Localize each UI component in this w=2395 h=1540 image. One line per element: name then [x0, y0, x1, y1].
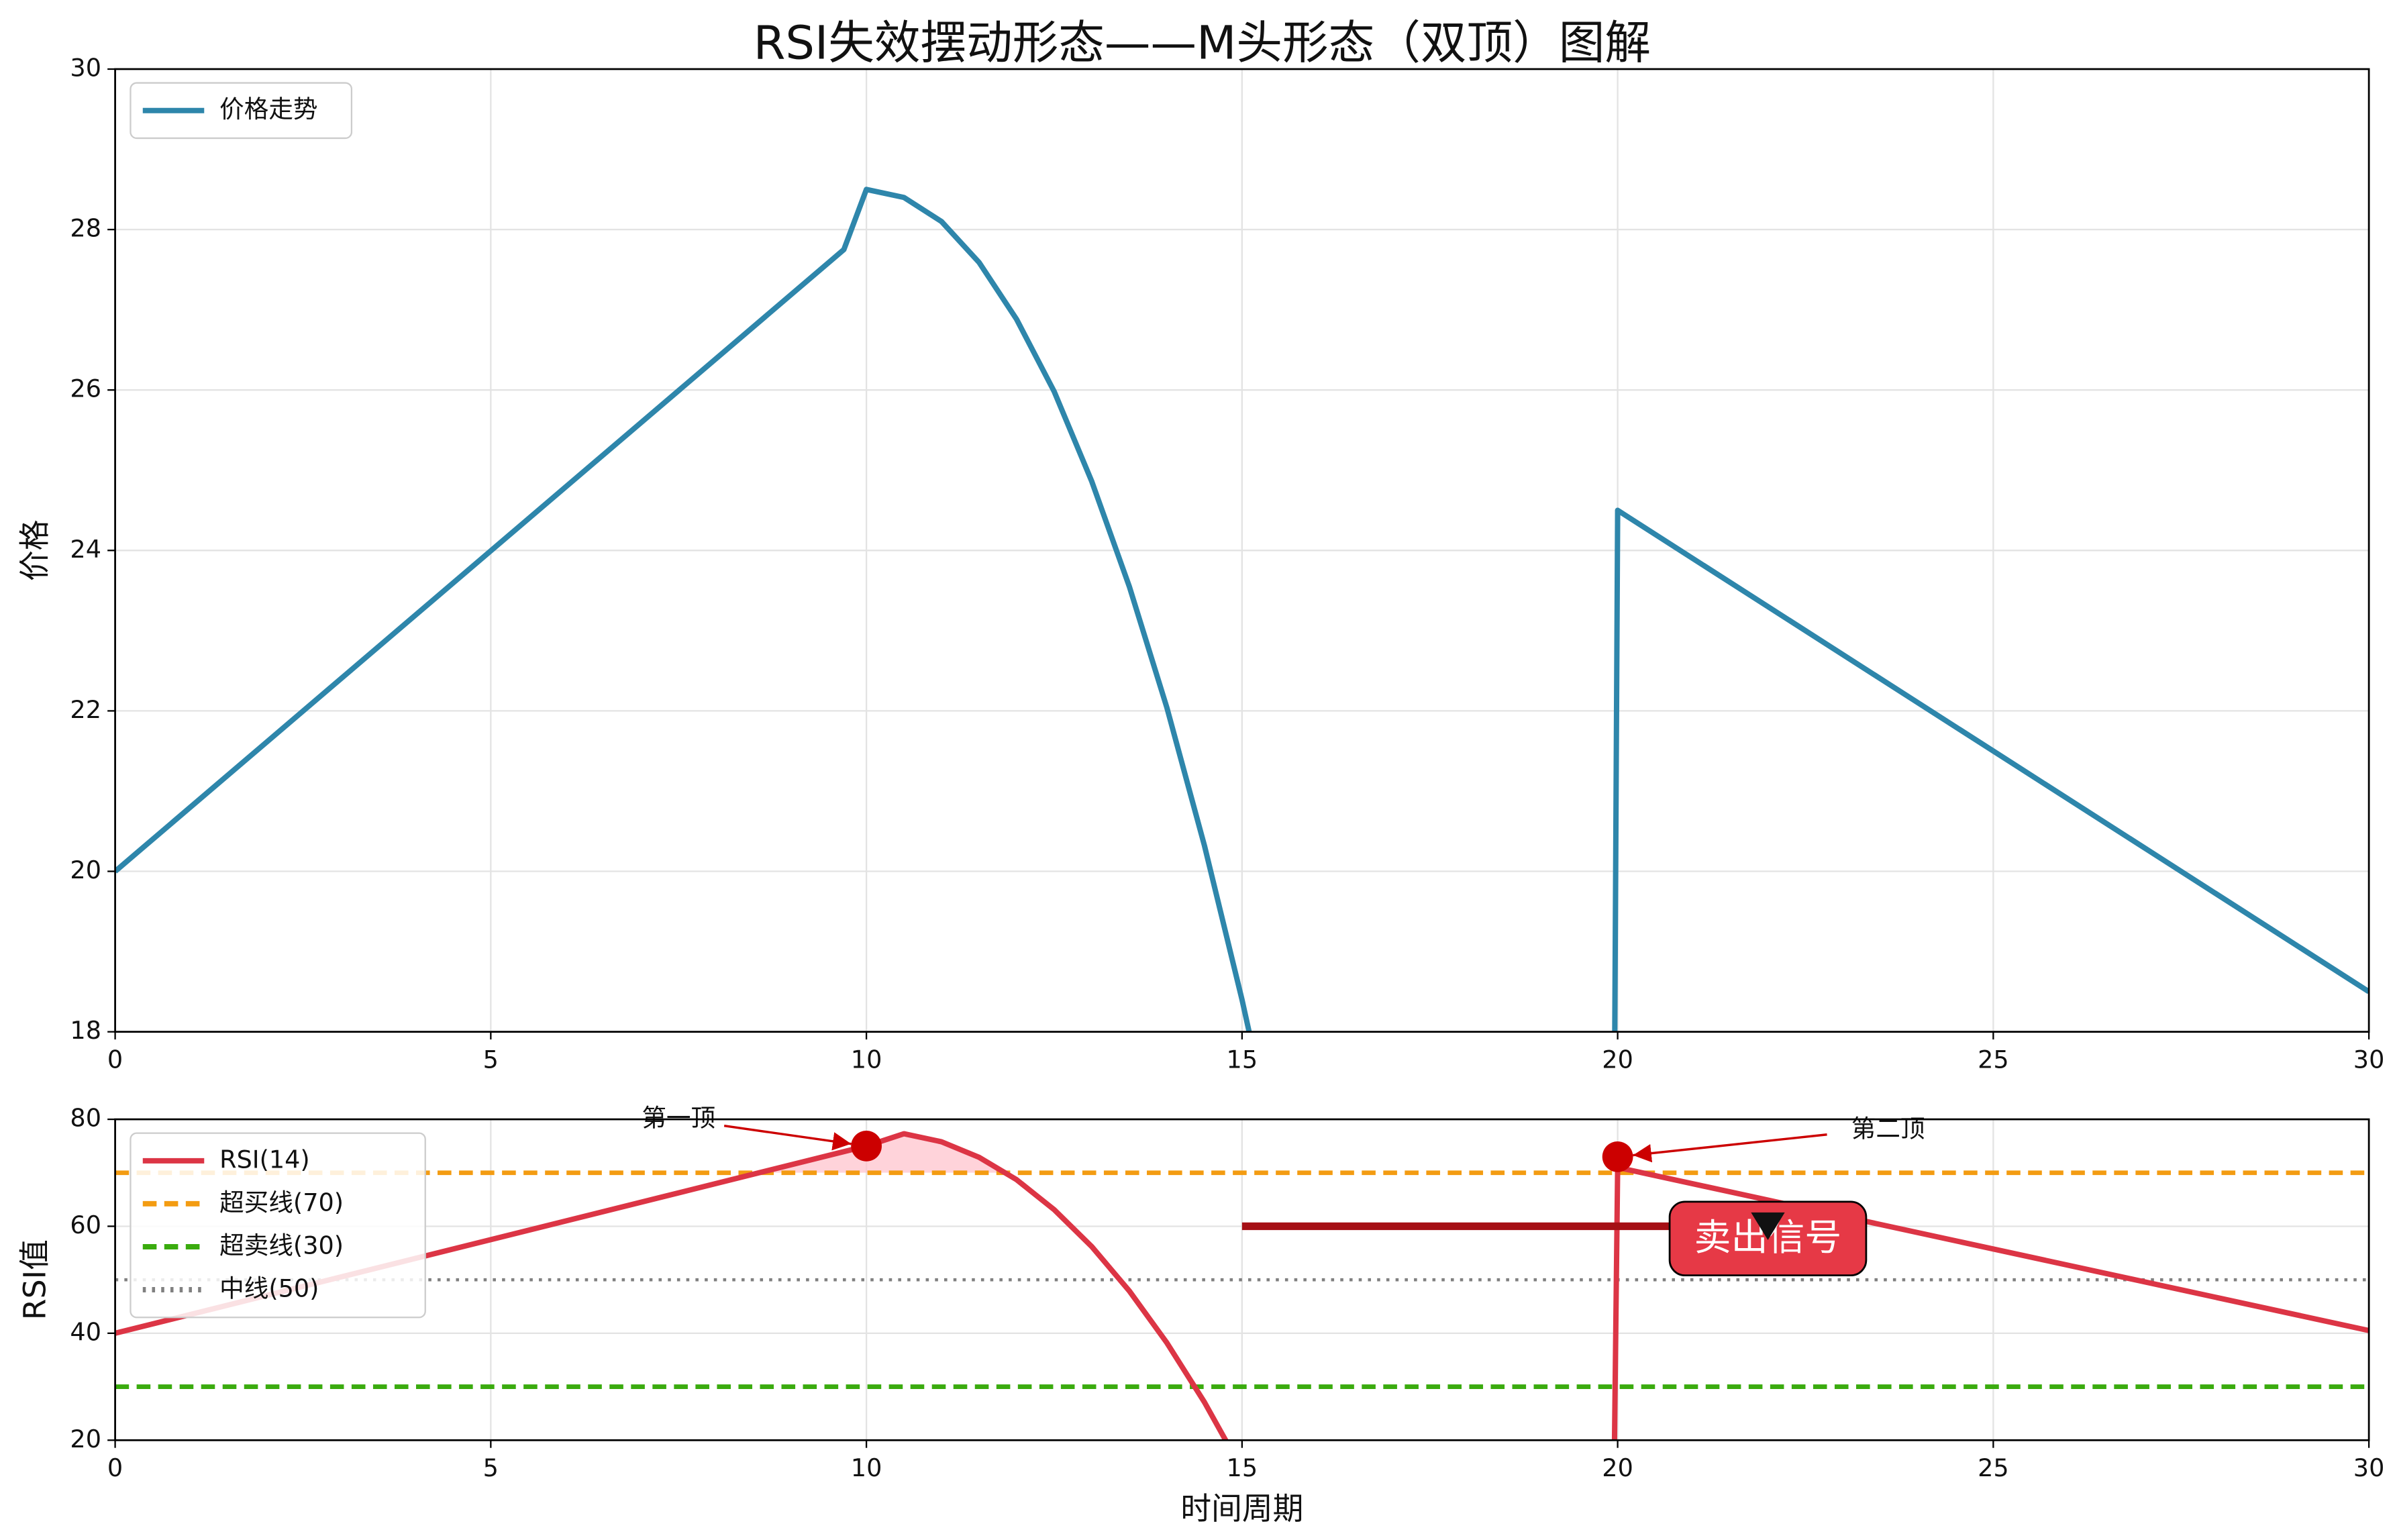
y-tick-label: 20 — [70, 1425, 101, 1453]
x-tick-label: 10 — [851, 1453, 882, 1482]
annotation-label: 第一顶 — [642, 1104, 715, 1133]
x-axis-label: 时间周期 — [1180, 1491, 1303, 1527]
y-axis-label: RSI值 — [17, 1239, 52, 1320]
y-axis-label: 价格 — [17, 520, 52, 582]
plot-area — [115, 1131, 2369, 1441]
peak-point — [851, 1131, 882, 1162]
x-tick-label: 30 — [2353, 1045, 2385, 1074]
legend-label: RSI(14) — [219, 1145, 310, 1174]
plot-area — [115, 187, 2369, 1032]
x-tick-label: 0 — [107, 1453, 123, 1482]
x-tick-label: 15 — [1227, 1453, 1258, 1482]
chart-title: RSI失效摆动形态——M头形态（双顶）图解 — [754, 17, 1651, 70]
peak-point — [1602, 1141, 1633, 1172]
x-tick-label: 5 — [483, 1453, 499, 1482]
signal-marker — [1751, 1212, 1785, 1241]
x-tick-label: 5 — [483, 1045, 499, 1074]
annotation-arrow — [1633, 1133, 1827, 1163]
series-line — [115, 187, 2369, 1032]
y-tick-label: 24 — [70, 535, 101, 564]
x-tick-label: 20 — [1602, 1045, 1633, 1074]
annotation-arrow — [723, 1125, 852, 1151]
y-tick-label: 22 — [70, 695, 101, 724]
y-tick-label: 80 — [70, 1104, 101, 1133]
y-tick-label: 26 — [70, 374, 101, 403]
series-line — [115, 1131, 2369, 1441]
plot-area — [115, 1133, 2369, 1390]
x-tick-label: 20 — [1602, 1453, 1633, 1482]
legend-label: 中线(50) — [219, 1274, 319, 1303]
x-tick-label: 15 — [1227, 1045, 1258, 1074]
x-tick-label: 0 — [107, 1045, 123, 1074]
legend-box — [130, 82, 353, 140]
x-tick-label: 30 — [2353, 1453, 2385, 1482]
axes-frame — [114, 68, 2370, 1033]
x-tick-label: 10 — [851, 1045, 882, 1074]
y-tick-label: 60 — [70, 1211, 101, 1239]
legend-label: 超卖线(30) — [219, 1231, 344, 1260]
axes-frame — [114, 1118, 2370, 1441]
y-tick-label: 20 — [70, 856, 101, 884]
x-tick-label: 25 — [1978, 1045, 2009, 1074]
legend-label: 超买线(70) — [219, 1188, 344, 1217]
y-tick-label: 40 — [70, 1317, 101, 1346]
y-tick-label: 28 — [70, 214, 101, 243]
y-tick-label: 18 — [70, 1016, 101, 1045]
legend-box — [130, 1132, 426, 1319]
legend-label: 价格走势 — [219, 95, 317, 123]
x-tick-label: 25 — [1978, 1453, 2009, 1482]
y-tick-label: 30 — [70, 53, 101, 82]
